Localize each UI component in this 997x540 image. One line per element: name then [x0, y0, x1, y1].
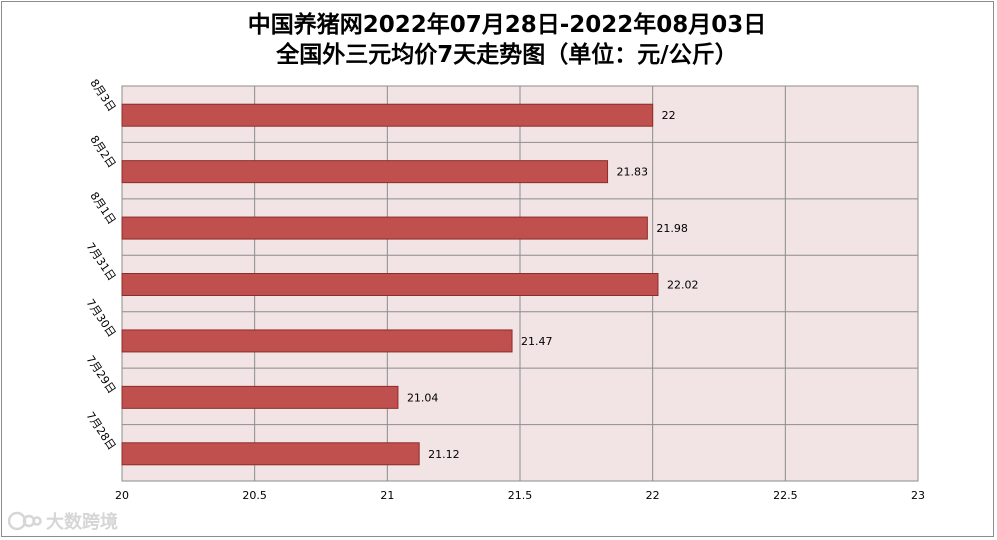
bar: [121, 273, 659, 296]
x-axis-ticks: 20 20.5 21 21.5 22 22.5 23: [115, 489, 925, 502]
chart-title: 中国养猪网2022年07月28日-2022年08月03日 全国外三元均价7天走势…: [0, 10, 997, 70]
bar: [121, 103, 654, 127]
x-tick-label: 21.5: [508, 489, 533, 502]
watermark-text: 大数跨境: [46, 512, 118, 533]
x-tick-label: 20.5: [242, 489, 267, 502]
data-label: 21.98: [656, 222, 688, 235]
bar: [121, 160, 609, 184]
bar: [121, 442, 420, 466]
watermark: 大数跨境: [8, 508, 118, 534]
y-tick-label: 8月2日: [87, 133, 118, 170]
bar: [121, 385, 399, 409]
chart-title-line-2: 全国外三元均价7天走势图（单位：元/公斤）: [276, 42, 738, 68]
brand-logo-icon: [8, 511, 42, 531]
x-tick-label: 20: [115, 489, 129, 502]
data-label: 21.83: [617, 166, 649, 179]
y-tick-label: 7月29日: [83, 353, 118, 396]
y-axis-ticks: 8月3日 8月2日 8月1日 7月31日 7月30日 7月29日 7月28日: [83, 77, 118, 453]
x-tick-label: 22.5: [773, 489, 798, 502]
bars: [121, 103, 659, 466]
data-label: 22.02: [667, 279, 699, 292]
grid-lines: [121, 86, 919, 481]
y-tick-label: 8月3日: [87, 77, 118, 114]
x-tick-label: 23: [911, 489, 925, 502]
chart-title-line-1: 中国养猪网2022年07月28日-2022年08月03日: [247, 12, 767, 38]
data-label: 21.12: [428, 448, 460, 461]
x-tick-label: 22: [646, 489, 660, 502]
y-tick-label: 7月30日: [83, 297, 118, 340]
value-labels: 22 21.83 21.98 22.02 21.47 21.04 21.12: [407, 109, 699, 461]
bar: [121, 329, 513, 353]
data-label: 21.47: [521, 335, 553, 348]
data-label: 21.04: [407, 391, 439, 404]
y-tick-label: 8月1日: [87, 190, 118, 227]
data-label: 22: [662, 109, 676, 122]
x-tick-label: 21: [380, 489, 394, 502]
bar: [121, 216, 648, 240]
y-tick-label: 7月28日: [83, 410, 118, 453]
y-tick-label: 7月31日: [83, 240, 118, 283]
